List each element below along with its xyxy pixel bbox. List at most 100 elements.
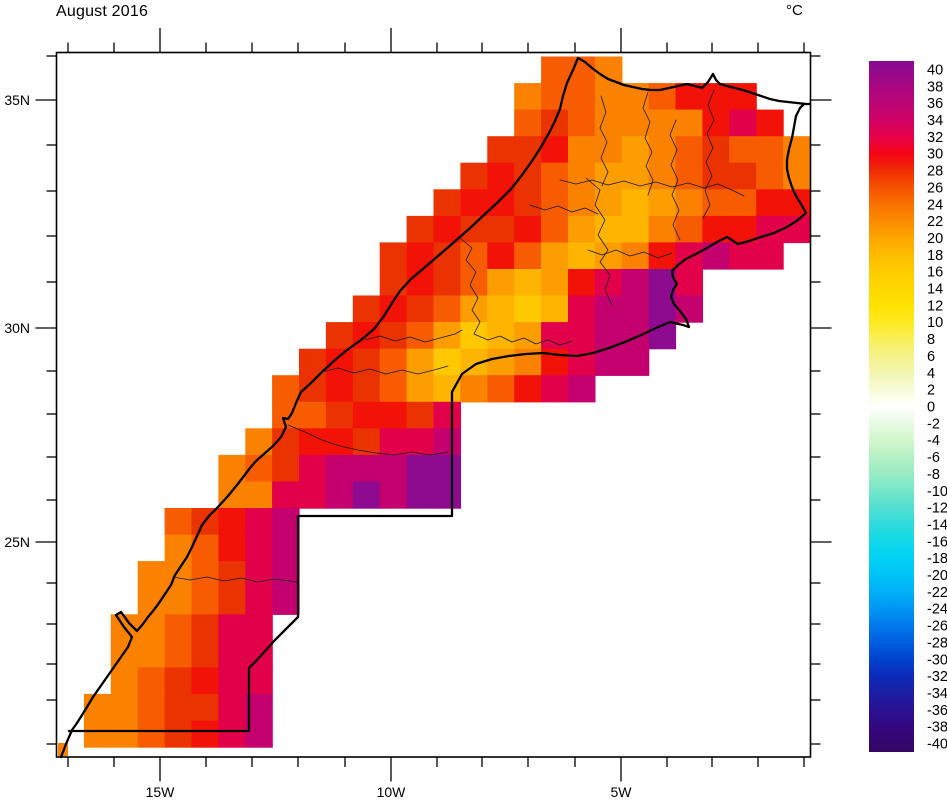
map-cell <box>594 83 623 111</box>
map-cell <box>272 587 300 615</box>
y-axis-label: 35N <box>4 92 30 108</box>
map-cell <box>487 269 515 297</box>
map-cell <box>514 189 542 217</box>
map-cell <box>433 348 461 376</box>
map-cell <box>514 109 542 137</box>
map-cell <box>83 693 112 722</box>
map-cell <box>137 640 166 668</box>
map-cell <box>675 242 703 270</box>
map-cell <box>245 428 273 456</box>
map-cell <box>218 614 246 642</box>
colorbar-label: -14 <box>927 517 947 533</box>
colorbar-label: -6 <box>927 450 940 466</box>
map-cell <box>218 534 246 562</box>
map-cell <box>541 322 569 350</box>
map-cell <box>729 136 757 164</box>
map-cell <box>460 322 488 350</box>
map-cell <box>702 83 730 111</box>
map-cell <box>272 508 300 536</box>
map-cell <box>325 481 354 509</box>
map-cell <box>568 136 596 164</box>
map-cell <box>299 454 327 483</box>
map-cell <box>379 454 408 483</box>
colorbar-label: -18 <box>927 551 947 567</box>
map-cell <box>352 428 381 456</box>
colorbar-label: 10 <box>927 315 943 331</box>
map-cell <box>675 215 703 244</box>
map-cell <box>164 693 193 722</box>
map-cell <box>487 162 515 190</box>
map-cell <box>675 162 703 190</box>
map-cell <box>433 454 461 483</box>
map-cell <box>702 215 730 244</box>
colorbar-label: -32 <box>927 669 947 685</box>
admin-boundary <box>364 329 463 343</box>
map-cell <box>460 215 488 244</box>
colorbar-label: 24 <box>927 197 943 213</box>
admin-boundary <box>321 365 449 375</box>
map-cell <box>433 428 461 456</box>
map-cell <box>164 640 193 668</box>
map-cell <box>621 136 650 164</box>
colorbar-label: 34 <box>927 113 943 129</box>
map-cell <box>675 269 703 297</box>
map-cell <box>487 375 515 403</box>
map-cell <box>514 295 542 323</box>
colorbar-label: 14 <box>927 282 943 298</box>
map-cell <box>621 162 650 190</box>
map-cell <box>648 136 677 164</box>
map-cell <box>272 375 300 403</box>
colorbar-label: -34 <box>927 686 947 702</box>
colorbar-label: -28 <box>927 635 947 651</box>
map-cell <box>83 720 112 748</box>
map-cell <box>594 109 623 137</box>
map-cell <box>568 162 596 190</box>
map-cell <box>568 215 596 244</box>
map-cell <box>406 269 435 297</box>
map-cell <box>137 614 166 642</box>
admin-boundary <box>473 333 573 346</box>
colorbar-label: -12 <box>927 501 947 517</box>
map-cell <box>379 322 408 350</box>
admin-boundary <box>287 424 449 456</box>
colorbar-label: -22 <box>927 585 947 601</box>
map-cell <box>110 720 139 748</box>
colorbar-label: -10 <box>927 484 947 500</box>
map-cell <box>352 348 381 376</box>
admin-boundary <box>599 95 609 187</box>
map-cell <box>594 162 623 190</box>
map-cell <box>756 109 784 137</box>
map-cell <box>433 401 461 429</box>
map-cell <box>487 136 515 164</box>
map-cell <box>594 295 623 323</box>
colorbar-label: 18 <box>927 248 943 264</box>
map-cell <box>621 269 650 297</box>
map-cell <box>191 693 219 722</box>
map-cell <box>245 614 273 642</box>
admin-boundaries <box>172 89 745 583</box>
map-cell <box>406 375 435 403</box>
y-axis-label: 25N <box>4 534 30 550</box>
colorbar-label: 8 <box>927 332 935 348</box>
map-cell <box>352 375 381 403</box>
admin-boundary <box>459 237 481 335</box>
x-axis-label: 15W <box>146 784 176 800</box>
admin-boundary <box>529 204 599 215</box>
admin-boundary <box>669 119 681 241</box>
map-cell <box>164 587 193 615</box>
map-cell <box>110 693 139 722</box>
map-cell <box>514 322 542 350</box>
map-cell <box>218 508 246 536</box>
map-cell <box>460 189 488 217</box>
map-cell <box>379 348 408 376</box>
map-cell <box>514 215 542 244</box>
colorbar-label: 26 <box>927 180 943 196</box>
map-cell <box>110 667 139 695</box>
map-cell <box>514 242 542 270</box>
map-cell <box>568 83 596 111</box>
map-cell <box>729 162 757 190</box>
map-cell <box>541 242 569 270</box>
map-cell <box>487 295 515 323</box>
map-cell <box>325 401 354 429</box>
